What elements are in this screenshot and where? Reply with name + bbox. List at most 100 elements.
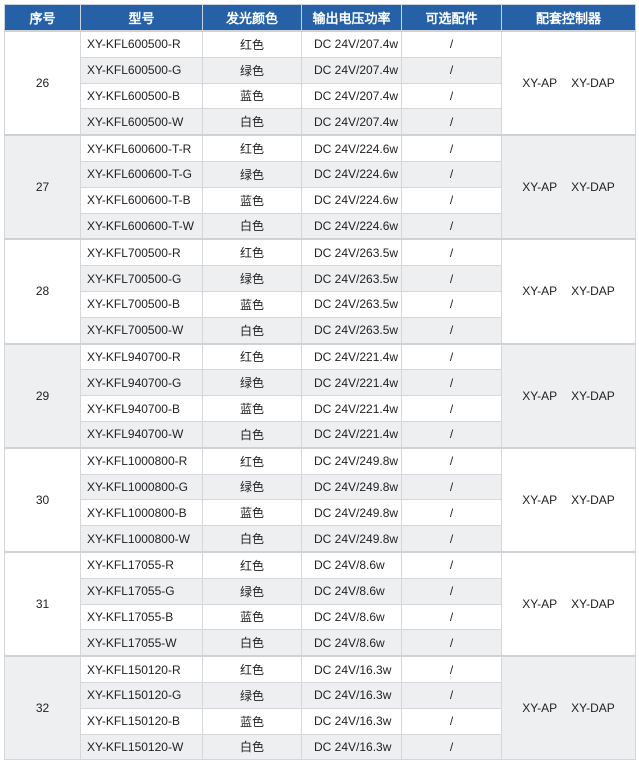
- output-power-cell: DC 24V/249.8w: [301, 499, 402, 527]
- model-cell: XY-KFL600500-R: [80, 29, 203, 58]
- light-color-cell: 红色: [202, 342, 302, 371]
- header-index: 序号: [4, 4, 81, 32]
- output-power-cell: DC 24V/221.4w: [301, 342, 402, 371]
- output-power-cell: DC 24V/263.5w: [301, 316, 402, 345]
- controller-name: XY-DAP: [571, 492, 615, 507]
- output-power-cell: DC 24V/263.5w: [301, 238, 402, 267]
- output-power-cell: DC 24V/224.6w: [301, 212, 402, 240]
- table-row: XY-KFL17055-W 白色 DC 24V/8.6w /: [5, 629, 636, 657]
- model-cell: XY-KFL1000800-R: [80, 446, 203, 475]
- table-row: XY-KFL600600-T-B 蓝色 DC 24V/224.6w /: [5, 186, 636, 214]
- output-power-cell: DC 24V/16.3w: [301, 681, 402, 709]
- model-cell: XY-KFL700500-W: [80, 316, 203, 345]
- table-row: 26 XY-KFL600500-R 红色 DC 24V/207.4w / XY-AP XY-…: [4, 29, 636, 136]
- light-color-cell: 绿色: [202, 577, 302, 605]
- light-color-cell: 白色: [202, 629, 302, 657]
- light-color-cell: 红色: [202, 655, 302, 683]
- light-color-cell: 白色: [202, 420, 302, 449]
- model-cell: XY-KFL17055-R: [80, 550, 203, 579]
- table-row: 31 XY-KFL17055-R 红色 DC 24V/8.6w / XY-AP XY-DAP: [4, 550, 636, 657]
- accessory-cell: /: [401, 134, 502, 162]
- accessory-cell: /: [401, 499, 502, 527]
- output-power-cell: DC 24V/207.4w: [301, 29, 402, 58]
- accessory-cell: /: [401, 108, 502, 136]
- model-cell: XY-KFL1000800-B: [80, 499, 203, 527]
- controller-name: XY-AP: [522, 492, 558, 507]
- model-cell: XY-KFL1000800-W: [80, 525, 203, 553]
- accessory-cell: /: [401, 82, 502, 110]
- controller-name: XY-DAP: [571, 76, 615, 91]
- light-color-cell: 白色: [202, 108, 302, 136]
- header-accessory: 可选配件: [401, 4, 502, 32]
- table-row: 30 XY-KFL1000800-R 红色 DC 24V/249.8w / XY-AP XY…: [4, 446, 636, 553]
- model-cell: XY-KFL700500-R: [80, 238, 203, 267]
- table-row: XY-KFL600500-B 蓝色 DC 24V/207.4w /: [5, 82, 636, 110]
- table-row: 29 XY-KFL940700-R 红色 DC 24V/221.4w / XY-AP XY-…: [4, 342, 636, 449]
- controller-cell: XY-AP XY-DAP: [501, 446, 636, 553]
- table-header-row: 序号 型号 发光颜色 输出电压功率 可选配件 配套控制器: [4, 4, 636, 32]
- accessory-cell: /: [401, 420, 502, 449]
- model-cell: XY-KFL600500-W: [80, 108, 203, 136]
- controller-cell: XY-AP XY-DAP: [501, 238, 636, 345]
- controller-name: XY-AP: [522, 180, 558, 195]
- model-cell: XY-KFL700500-G: [80, 265, 203, 292]
- table-row: XY-KFL150120-G 绿色 DC 24V/16.3w /: [5, 681, 636, 709]
- controller-name: XY-DAP: [571, 701, 615, 716]
- light-color-cell: 红色: [202, 550, 302, 579]
- light-color-cell: 蓝色: [202, 82, 302, 110]
- output-power-cell: DC 24V/249.8w: [301, 473, 402, 501]
- table-row: XY-KFL600600-T-G 绿色 DC 24V/224.6w /: [5, 160, 636, 188]
- model-cell: XY-KFL600600-T-B: [80, 186, 203, 214]
- output-power-cell: DC 24V/8.6w: [301, 577, 402, 605]
- output-power-cell: DC 24V/221.4w: [301, 395, 402, 422]
- controller-name: XY-DAP: [571, 388, 615, 403]
- controller-cell: XY-AP XY-DAP: [501, 342, 636, 449]
- accessory-cell: /: [401, 238, 502, 267]
- controller-cell: XY-AP XY-DAP: [501, 550, 636, 657]
- group-index: 27: [4, 134, 81, 240]
- accessory-cell: /: [401, 603, 502, 631]
- light-color-cell: 绿色: [202, 265, 302, 292]
- table-row: 28 XY-KFL700500-R 红色 DC 24V/263.5w / XY-AP XY-…: [4, 238, 636, 345]
- controller-name: XY-AP: [522, 597, 558, 612]
- output-power-cell: DC 24V/8.6w: [301, 550, 402, 579]
- header-model: 型号: [80, 4, 203, 32]
- accessory-cell: /: [401, 550, 502, 579]
- light-color-cell: 白色: [202, 316, 302, 345]
- group-index: 29: [4, 342, 81, 449]
- output-power-cell: DC 24V/224.6w: [301, 134, 402, 162]
- accessory-cell: /: [401, 446, 502, 475]
- output-power-cell: DC 24V/263.5w: [301, 290, 402, 318]
- accessory-cell: /: [401, 290, 502, 318]
- accessory-cell: /: [401, 655, 502, 683]
- model-cell: XY-KFL600600-T-G: [80, 160, 203, 188]
- controller-cell: XY-AP XY-DAP: [501, 655, 636, 760]
- output-power-cell: DC 24V/8.6w: [301, 603, 402, 631]
- accessory-cell: /: [401, 186, 502, 214]
- model-cell: XY-KFL940700-G: [80, 369, 203, 397]
- output-power-cell: DC 24V/249.8w: [301, 446, 402, 475]
- group-index: 31: [4, 550, 81, 657]
- light-color-cell: 红色: [202, 134, 302, 162]
- model-cell: XY-KFL940700-W: [80, 420, 203, 449]
- model-cell: XY-KFL150120-G: [80, 681, 203, 709]
- model-cell: XY-KFL17055-W: [80, 629, 203, 657]
- model-cell: XY-KFL150120-R: [80, 655, 203, 683]
- controller-cell: XY-AP XY-DAP: [501, 29, 636, 136]
- model-cell: XY-KFL940700-B: [80, 395, 203, 422]
- table-row: XY-KFL940700-W 白色 DC 24V/221.4w /: [5, 420, 636, 449]
- light-color-cell: 绿色: [202, 681, 302, 709]
- controller-cell: XY-AP XY-DAP: [501, 134, 636, 240]
- model-cell: XY-KFL150120-B: [80, 707, 203, 735]
- accessory-cell: /: [401, 707, 502, 735]
- model-cell: XY-KFL17055-B: [80, 603, 203, 631]
- controller-name: XY-DAP: [571, 597, 615, 612]
- model-cell: XY-KFL940700-R: [80, 342, 203, 371]
- output-power-cell: DC 24V/224.6w: [301, 186, 402, 214]
- accessory-cell: /: [401, 342, 502, 371]
- table-row: XY-KFL1000800-B 蓝色 DC 24V/249.8w /: [5, 499, 636, 527]
- output-power-cell: DC 24V/207.4w: [301, 108, 402, 136]
- light-color-cell: 蓝色: [202, 603, 302, 631]
- table-row: XY-KFL700500-B 蓝色 DC 24V/263.5w /: [5, 290, 636, 318]
- model-cell: XY-KFL600500-G: [80, 56, 203, 84]
